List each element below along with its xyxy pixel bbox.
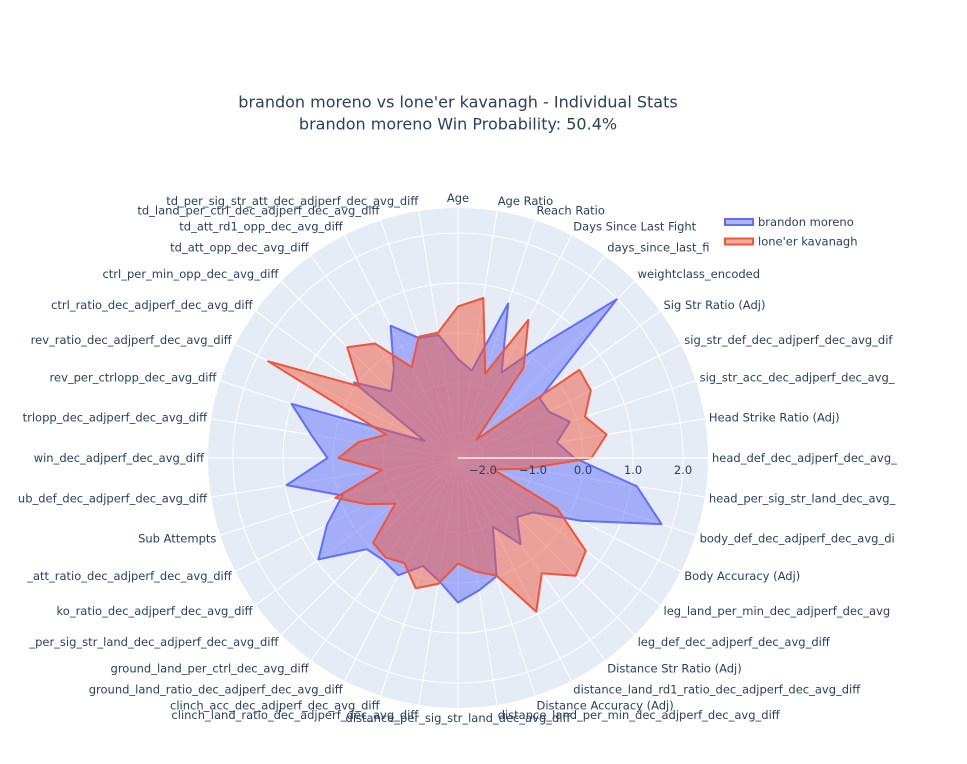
angular-category-label: Reach Ratio bbox=[537, 204, 605, 218]
angular-category-label: ub_def_dec_adjperf_dec_avg_diff bbox=[18, 492, 208, 506]
chart-title-line1: brandon moreno vs lone'er kavanagh - Ind… bbox=[238, 93, 677, 112]
angular-category-label: head_per_sig_str_land_dec_avg_ bbox=[709, 492, 896, 506]
angular-category-label: ctrl_per_min_opp_dec_avg_diff bbox=[102, 267, 279, 281]
angular-category-label: Days Since Last Fight bbox=[573, 219, 696, 233]
angular-category-label: sig_str_acc_dec_adjperf_dec_avg_ bbox=[700, 371, 895, 385]
angular-category-label: _att_ratio_dec_adjperf_dec_avg_diff bbox=[26, 569, 233, 583]
angular-category-label: Age Ratio bbox=[498, 194, 553, 208]
radial-tick-label: 0.0 bbox=[574, 463, 592, 477]
series-area-lone-er-kavanagh[interactable] bbox=[267, 297, 608, 613]
angular-category-label: leg_land_per_min_dec_adjperf_dec_avg bbox=[664, 604, 891, 618]
angular-category-label: Body Accuracy (Adj) bbox=[684, 569, 800, 583]
angular-category-label: td_land_per_ctrl_dec_adjperf_dec_avg_dif… bbox=[137, 204, 380, 218]
angular-category-label: distance_per_sig_str_land_dec_avg_diff bbox=[346, 711, 572, 725]
polar-traces bbox=[267, 297, 663, 613]
angular-category-label: sig_str_def_dec_adjperf_dec_avg_dif bbox=[684, 333, 893, 347]
chart-title: brandon moreno vs lone'er kavanagh - Ind… bbox=[238, 93, 677, 134]
chart-title-line2: brandon moreno Win Probability: 50.4% bbox=[299, 115, 617, 134]
angular-category-label: ground_land_ratio_dec_adjperf_dec_avg_di… bbox=[89, 683, 344, 697]
angular-category-label: _per_sig_str_land_dec_adjperf_dec_avg_di… bbox=[28, 635, 279, 649]
angular-category-label: rev_ratio_dec_adjperf_dec_avg_diff bbox=[31, 333, 233, 347]
angular-category-label: distance_land_per_min_dec_adjperf_dec_av… bbox=[498, 708, 781, 722]
angular-category-label: Sub Attempts bbox=[138, 531, 216, 545]
radar-chart: brandon moreno vs lone'er kavanagh - Ind… bbox=[17, 92, 898, 725]
angular-category-label: head_def_dec_adjperf_dec_avg_ bbox=[712, 451, 897, 465]
angular-category-label: td_per_sig_str_att_dec_adjperf_dec_avg_d… bbox=[166, 194, 419, 208]
angular-category-label: leg_def_dec_adjperf_dec_avg_diff bbox=[638, 635, 831, 649]
angular-category-label: ground_land_per_ctrl_dec_avg_diff bbox=[111, 661, 310, 675]
angular-category-label: ko_ratio_dec_adjperf_dec_avg_diff bbox=[57, 604, 254, 618]
angular-category-label: td_att_opp_dec_avg_diff bbox=[170, 241, 310, 255]
angular-category-label: body_def_dec_adjperf_dec_avg_di bbox=[700, 531, 895, 545]
radar-chart-figure: brandon moreno vs lone'er kavanagh - Ind… bbox=[17, 92, 898, 725]
angular-category-label: Age bbox=[447, 191, 469, 205]
legend-item-brandon-moreno[interactable]: brandon moreno bbox=[724, 215, 854, 229]
angular-category-label: clinch_land_ratio_dec_adjperf_dec_avg_di… bbox=[171, 708, 419, 722]
angular-category-label: distance_land_rd1_ratio_dec_adjperf_dec_… bbox=[573, 683, 861, 697]
angular-category-label: Distance Str Ratio (Adj) bbox=[607, 661, 741, 675]
radial-tick-label: −1.0 bbox=[519, 463, 547, 477]
angular-category-label: Head Strike Ratio (Adj) bbox=[709, 410, 840, 424]
legend-label: lone'er kavanagh bbox=[758, 235, 858, 249]
angular-category-label: trlopp_dec_adjperf_dec_avg_diff bbox=[23, 410, 209, 424]
legend-swatch-icon bbox=[724, 218, 754, 226]
radial-tick-label: 1.0 bbox=[624, 463, 642, 477]
angular-category-label: rev_per_ctrlopp_dec_avg_diff bbox=[50, 371, 218, 385]
radial-tick-label: −2.0 bbox=[469, 463, 497, 477]
angular-category-label: weightclass_encoded bbox=[638, 267, 760, 281]
radial-tick-label: 2.0 bbox=[674, 463, 692, 477]
angular-category-label: ctrl_ratio_dec_adjperf_dec_avg_diff bbox=[51, 298, 254, 312]
angular-category-label: days_since_last_fi bbox=[607, 241, 709, 255]
angular-category-label: clinch_acc_dec_adjperf_dec_avg_diff bbox=[170, 698, 381, 712]
legend: brandon moreno lone'er kavanagh bbox=[717, 210, 869, 252]
angular-category-label: Distance Accuracy (Adj) bbox=[537, 698, 674, 712]
angular-category-label: Sig Str Ratio (Adj) bbox=[664, 298, 766, 312]
legend-swatch-icon bbox=[724, 237, 754, 246]
angular-category-label: win_dec_adjperf_dec_avg_diff bbox=[34, 451, 205, 465]
legend-label: brandon moreno bbox=[758, 215, 854, 229]
angular-category-label: td_att_rd1_opp_dec_avg_diff bbox=[179, 219, 343, 233]
radial-axis: −2.0 −1.0 0.0 1.0 2.0 bbox=[458, 457, 708, 477]
legend-item-loneer-kavanagh[interactable]: lone'er kavanagh bbox=[724, 235, 858, 249]
